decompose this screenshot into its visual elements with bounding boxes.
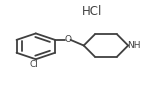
Text: O: O — [65, 35, 72, 44]
Text: NH: NH — [127, 41, 141, 50]
Text: HCl: HCl — [81, 5, 102, 18]
Text: Cl: Cl — [30, 60, 39, 69]
